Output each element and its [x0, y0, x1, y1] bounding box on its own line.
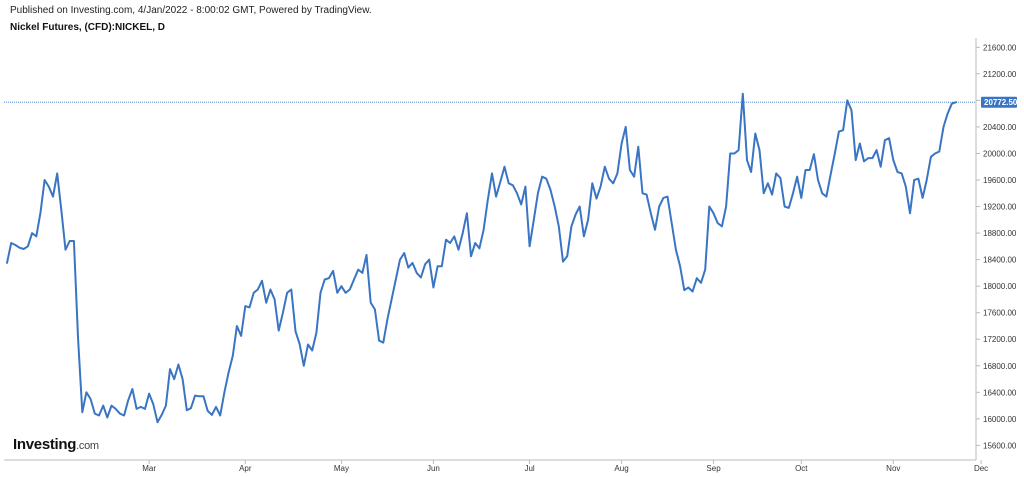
x-tick-label: Apr	[239, 464, 252, 473]
x-tick-label: Nov	[886, 464, 900, 473]
y-tick-label: 21600.00	[983, 43, 1017, 52]
published-note: Published on Investing.com, 4/Jan/2022 -…	[10, 5, 372, 16]
last-price-tag: 20772.50	[981, 96, 1018, 108]
y-tick-label: 16400.00	[983, 388, 1017, 397]
y-tick-label: 16000.00	[983, 415, 1017, 424]
y-tick-label: 16800.00	[983, 362, 1017, 371]
axes	[4, 38, 977, 461]
logo-suffix: .com	[76, 440, 99, 452]
x-tick-label: Mar	[142, 464, 156, 473]
series-line-nickel[interactable]	[6, 92, 957, 424]
y-tick-label: 17200.00	[983, 335, 1017, 344]
y-tick-label: 18000.00	[983, 282, 1017, 291]
y-tick-label: 19200.00	[983, 203, 1017, 212]
y-tick-label: 19600.00	[983, 176, 1017, 185]
chart-title: Nickel Futures, (CFD):NICKEL, D	[10, 22, 166, 33]
x-tick-label: Aug	[614, 464, 628, 473]
x-tick-label: Jul	[524, 464, 534, 473]
y-tick-label: 20400.00	[983, 123, 1017, 132]
y-tick-label: 20000.00	[983, 149, 1017, 158]
x-tick-label: Sep	[706, 464, 721, 473]
x-ticks: MarAprMayJunJulAugSepOctNovDec2022	[142, 460, 988, 473]
y-tick-label: 18800.00	[983, 229, 1017, 238]
x-tick-label: Dec	[974, 464, 988, 473]
y-tick-label: 21200.00	[983, 70, 1017, 79]
y-tick-label: 17600.00	[983, 309, 1017, 318]
logo-main: Investing	[13, 436, 77, 453]
last-price-tag-bg	[981, 96, 1017, 108]
x-tick-label: Oct	[795, 464, 808, 473]
x-tick-label: May	[334, 464, 349, 473]
y-tick-label: 18400.00	[983, 256, 1017, 265]
last-price-label: 20772.50	[984, 98, 1018, 107]
x-tick-label: Jun	[427, 464, 440, 473]
investing-logo: Investing.com	[13, 436, 99, 453]
y-tick-label: 15600.00	[983, 441, 1017, 450]
